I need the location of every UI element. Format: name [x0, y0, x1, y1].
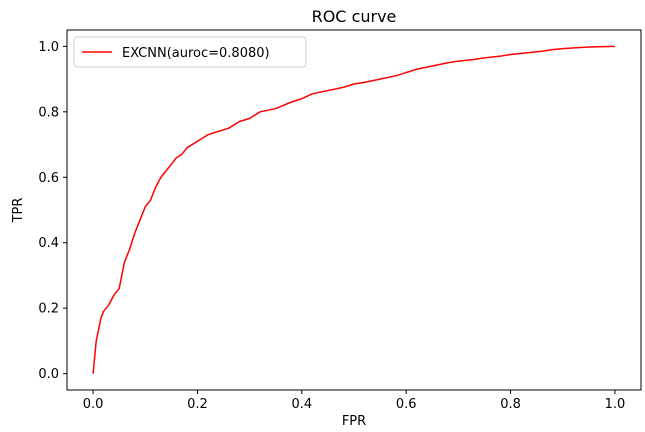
legend: EXCNN(auroc=0.8080) — [73, 36, 307, 68]
y-tick-label: 0.4 — [38, 236, 59, 251]
y-tick-label: 0.2 — [38, 302, 59, 317]
y-axis-label: TPR — [11, 198, 26, 224]
y-tick-label: 0.0 — [38, 367, 59, 382]
x-tick-label: 0.2 — [187, 397, 208, 412]
y-tick-label: 1.0 — [38, 40, 59, 55]
roc-series-line — [92, 45, 615, 374]
x-tick-label: 0.0 — [83, 397, 104, 412]
x-axis-label: FPR — [342, 414, 366, 429]
legend-box — [73, 36, 307, 68]
x-tick-label: 1.0 — [605, 397, 626, 412]
legend-label: EXCNN(auroc=0.8080) — [122, 46, 270, 61]
chart-title: ROC curve — [312, 7, 397, 26]
x-tick-label: 0.6 — [396, 397, 417, 412]
x-tick-label: 0.4 — [291, 397, 312, 412]
x-axis: 0.0 0.2 0.4 0.6 0.8 1.0 — [83, 390, 626, 412]
series-layer — [92, 45, 615, 374]
plot-area-frame — [66, 29, 642, 391]
x-tick-label: 0.8 — [500, 397, 521, 412]
y-tick-label: 0.8 — [38, 105, 59, 120]
y-tick-label: 0.6 — [38, 171, 59, 186]
y-axis: 0.0 0.2 0.4 0.6 0.8 1.0 — [38, 40, 67, 382]
